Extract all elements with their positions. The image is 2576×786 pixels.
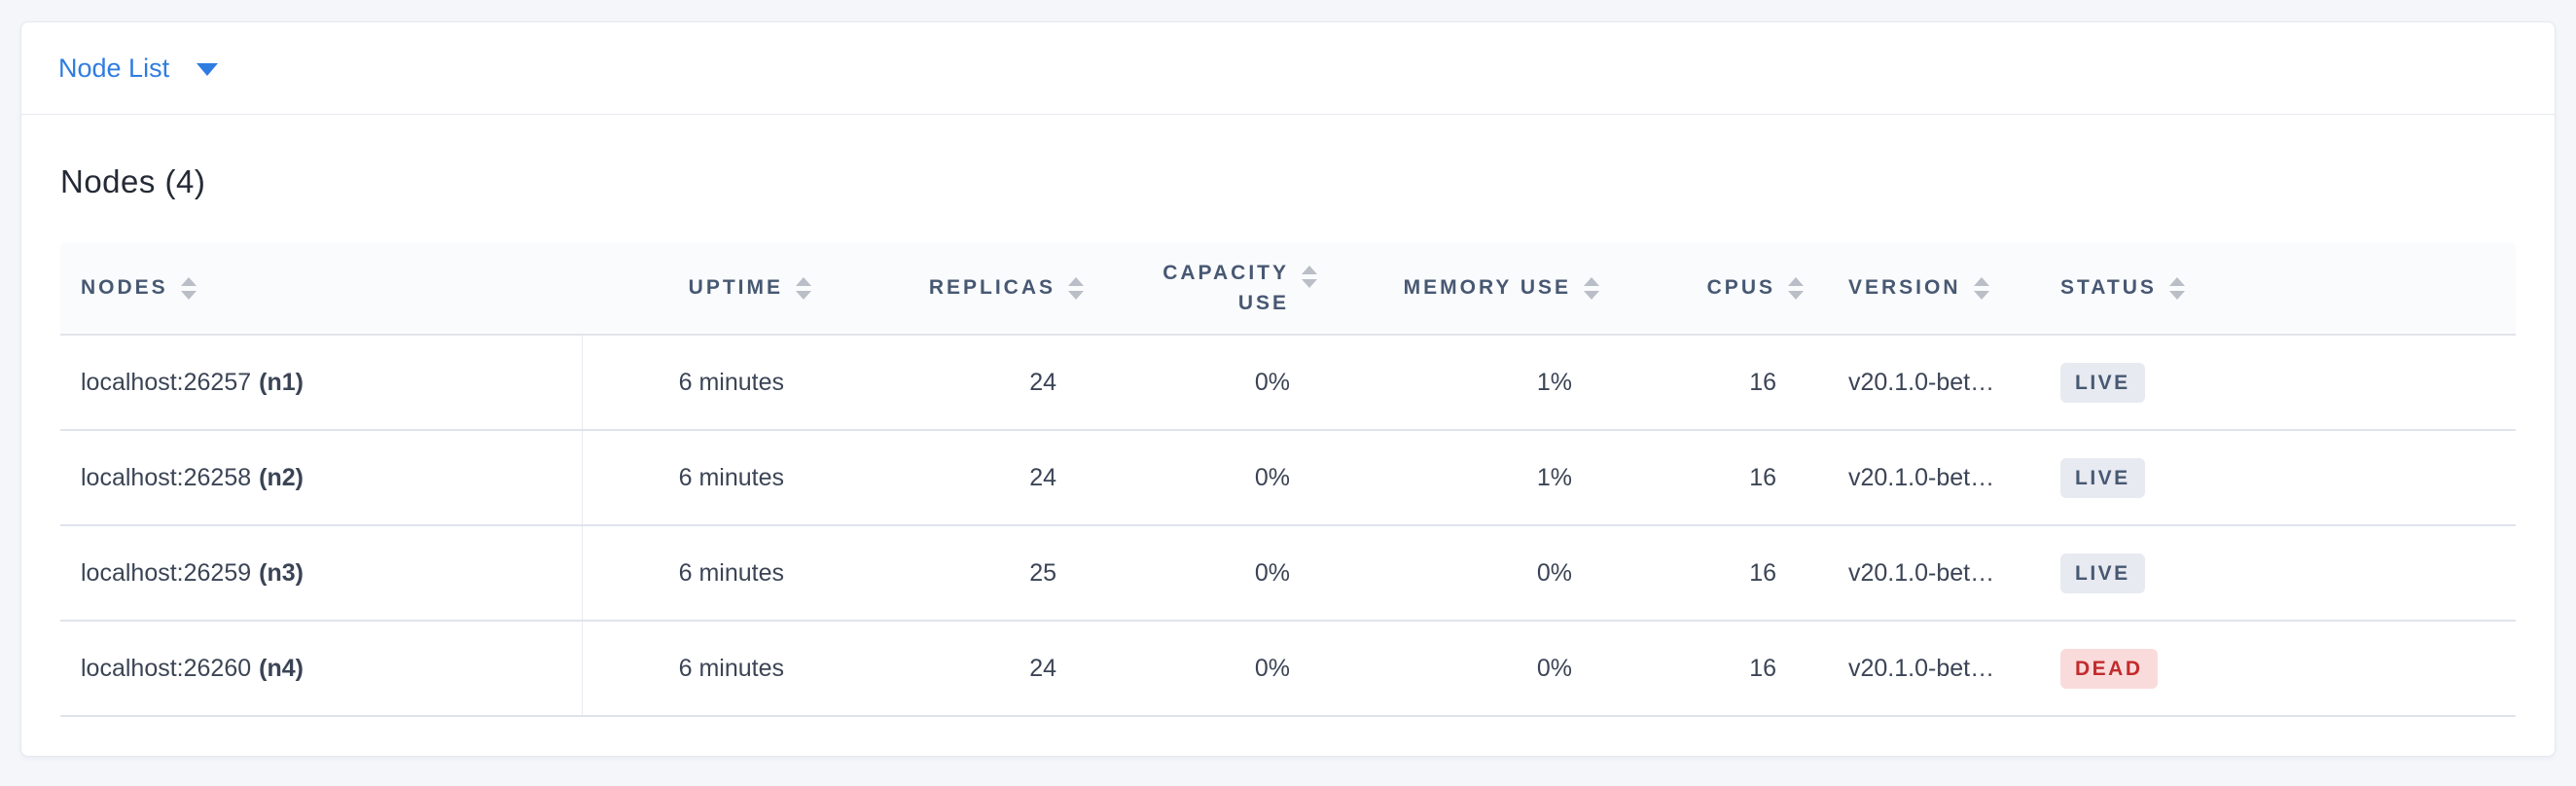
memory-use-cell: 1% [1331,335,1613,431]
status-badge: LIVE [2060,553,2145,593]
sort-icon [796,276,811,300]
status-cell: DEAD [2031,621,2516,717]
version-cell: v20.1.0-bet… [1817,525,2031,622]
node-address-cell: localhost:26260 (n4) [60,621,583,717]
caret-down-icon [197,63,219,76]
replicas-cell: 24 [825,335,1097,431]
column-header-capacity-use[interactable]: CAPACITY USE [1097,242,1331,336]
replicas-cell: 25 [825,525,1097,622]
nodes-table: NODES UPTIME REPLICAS CAPACITY USE MEMOR [60,242,2516,717]
column-header-replicas[interactable]: REPLICAS [825,242,1097,336]
status-cell: LIVE [2031,525,2516,622]
replicas-cell: 24 [825,430,1097,526]
status-badge: LIVE [2060,362,2145,403]
status-cell: LIVE [2031,430,2516,526]
sort-icon [1068,276,1084,300]
status-cell: LIVE [2031,335,2516,431]
content: Nodes (4) NODES UPTIME RE [21,163,2555,717]
table-row[interactable]: localhost:26257 (n1) 6 minutes 24 0% 1% 1… [60,335,2516,431]
table-body: localhost:26257 (n1) 6 minutes 24 0% 1% 1… [60,335,2516,717]
page-title: Nodes (4) [60,163,206,199]
column-header-cpus[interactable]: CPUS [1613,242,1817,336]
capacity-use-cell: 0% [1097,525,1331,622]
table-row[interactable]: localhost:26258 (n2) 6 minutes 24 0% 1% 1… [60,430,2516,526]
memory-use-cell: 0% [1331,621,1613,717]
nodes-card: Node List Nodes (4) NODES UPTIME [20,21,2556,757]
status-badge: LIVE [2060,457,2145,498]
cpus-cell: 16 [1613,621,1817,717]
uptime-cell: 6 minutes [582,430,825,526]
uptime-cell: 6 minutes [582,621,825,717]
table-row[interactable]: localhost:26259 (n3) 6 minutes 25 0% 0% 1… [60,525,2516,622]
capacity-use-cell: 0% [1097,335,1331,431]
replicas-cell: 24 [825,621,1097,717]
node-address-cell: localhost:26257 (n1) [60,335,583,431]
node-id: (n1) [259,368,304,396]
version-cell: v20.1.0-bet… [1817,430,2031,526]
version-cell: v20.1.0-bet… [1817,621,2031,717]
uptime-cell: 6 minutes [582,335,825,431]
cpus-cell: 16 [1613,430,1817,526]
cpus-cell: 16 [1613,335,1817,431]
memory-use-cell: 0% [1331,525,1613,622]
sort-icon [1302,265,1317,288]
view-selector-label: Node List [58,53,170,83]
table-row[interactable]: localhost:26260 (n4) 6 minutes 24 0% 0% 1… [60,621,2516,717]
sort-icon [180,276,197,300]
sort-icon [1973,276,1989,300]
capacity-use-cell: 0% [1097,430,1331,526]
cpus-cell: 16 [1613,525,1817,622]
capacity-use-cell: 0% [1097,621,1331,717]
column-header-status[interactable]: STATUS [2031,242,2516,336]
column-header-version[interactable]: VERSION [1817,242,2031,336]
node-id: (n2) [259,463,304,491]
node-id: (n3) [259,558,304,587]
node-address-cell: localhost:26259 (n3) [60,525,583,622]
topbar: Node List [21,22,2555,115]
node-address-cell: localhost:26258 (n2) [60,430,583,526]
view-selector-dropdown[interactable]: Node List [58,53,219,84]
column-header-uptime[interactable]: UPTIME [582,242,825,336]
column-header-memory-use[interactable]: MEMORY USE [1331,242,1613,336]
node-id: (n4) [259,654,304,682]
sort-icon [2168,276,2185,300]
uptime-cell: 6 minutes [582,525,825,622]
sort-icon [1584,276,1599,300]
column-header-nodes[interactable]: NODES [60,242,582,336]
version-cell: v20.1.0-bet… [1817,335,2031,431]
memory-use-cell: 1% [1331,430,1613,526]
status-badge: DEAD [2060,648,2158,689]
sort-icon [1788,276,1804,300]
table-header: NODES UPTIME REPLICAS CAPACITY USE MEMOR [60,242,2516,336]
